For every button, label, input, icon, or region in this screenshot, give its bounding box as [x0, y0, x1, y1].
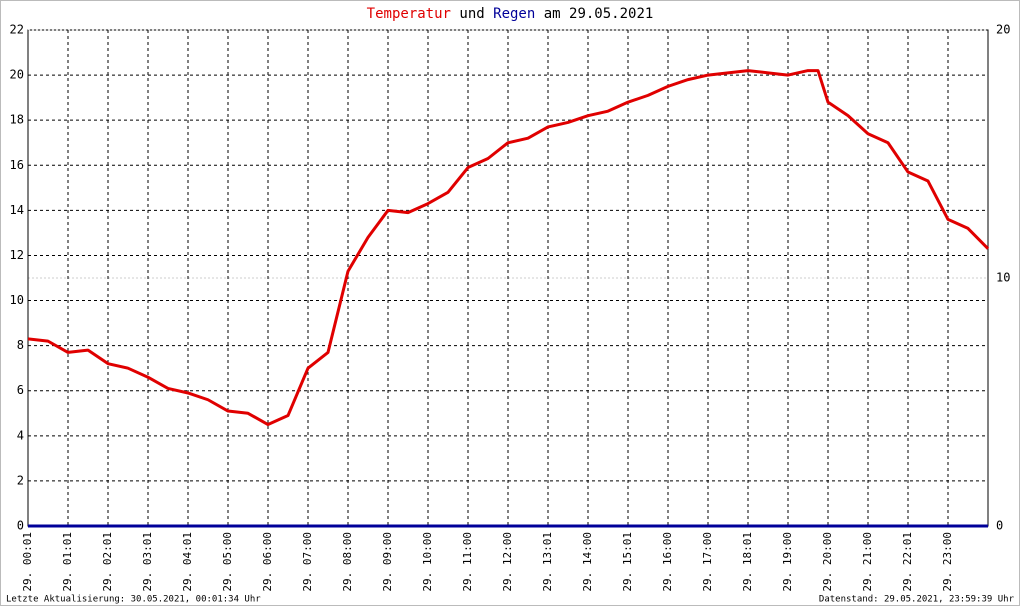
x-tick-label: 29. 00:01 — [21, 532, 34, 592]
x-tick-label: 29. 19:00 — [781, 532, 794, 592]
x-tick-label: 29. 06:00 — [261, 532, 274, 592]
x-tick-label: 29. 20:00 — [821, 532, 834, 592]
x-tick-label: 29. 14:00 — [581, 532, 594, 592]
x-tick-label: 29. 04:01 — [181, 532, 194, 592]
footer-right: Datenstand: 29.05.2021, 23:59:39 Uhr — [819, 595, 1015, 605]
x-tick-label: 29. 22:01 — [901, 532, 914, 592]
x-tick-label: 29. 09:00 — [381, 532, 394, 592]
x-tick-label: 29. 05:00 — [221, 532, 234, 592]
x-tick-label: 29. 18:01 — [741, 532, 754, 592]
x-tick-label: 29. 08:00 — [341, 532, 354, 592]
title-suffix: am 29.05.2021 — [544, 6, 654, 22]
x-tick-label: 29. 13:01 — [541, 532, 554, 592]
title-series-2: Regen — [493, 6, 535, 22]
x-tick-label: 29. 11:00 — [461, 532, 474, 592]
x-tick-label: 29. 02:01 — [101, 532, 114, 592]
y2-tick-label: 0 — [996, 519, 1003, 533]
x-tick-label: 29. 16:00 — [661, 532, 674, 592]
title-series-1: Temperatur — [367, 6, 451, 22]
y-tick-label: 4 — [17, 428, 24, 442]
y-tick-label: 22 — [10, 23, 24, 37]
y-tick-label: 2 — [17, 473, 24, 487]
y-tick-label: 16 — [10, 158, 24, 172]
x-tick-label: 29. 17:00 — [701, 532, 714, 592]
title-connector: und — [459, 6, 484, 22]
y-tick-label: 6 — [17, 383, 24, 397]
data-line — [27, 69, 990, 427]
x-tick-label: 29. 07:00 — [301, 532, 314, 592]
chart-title: Temperatur und Regen am 29.05.2021 — [367, 6, 654, 22]
x-tick-label: 29. 12:00 — [501, 532, 514, 592]
y-tick-label: 0 — [17, 519, 24, 533]
x-tick-label: 29. 01:01 — [61, 532, 74, 592]
x-tick-label: 29. 15:01 — [621, 532, 634, 592]
y-tick-label: 20 — [10, 68, 24, 82]
x-tick-label: 29. 23:00 — [941, 532, 954, 592]
y2-tick-label: 10 — [996, 271, 1010, 285]
y-tick-label: 8 — [17, 338, 24, 352]
x-tick-label: 29. 03:01 — [141, 532, 154, 592]
x-tick-label: 29. 10:00 — [421, 532, 434, 592]
y-tick-label: 12 — [10, 248, 24, 262]
y-tick-label: 18 — [10, 113, 24, 127]
footer-left: Letzte Aktualisierung: 30.05.2021, 00:01… — [6, 595, 261, 605]
y-tick-label: 10 — [10, 293, 24, 307]
y-tick-label: 14 — [10, 203, 24, 217]
x-tick-label: 29. 21:00 — [861, 532, 874, 592]
y2-tick-label: 20 — [996, 23, 1010, 37]
